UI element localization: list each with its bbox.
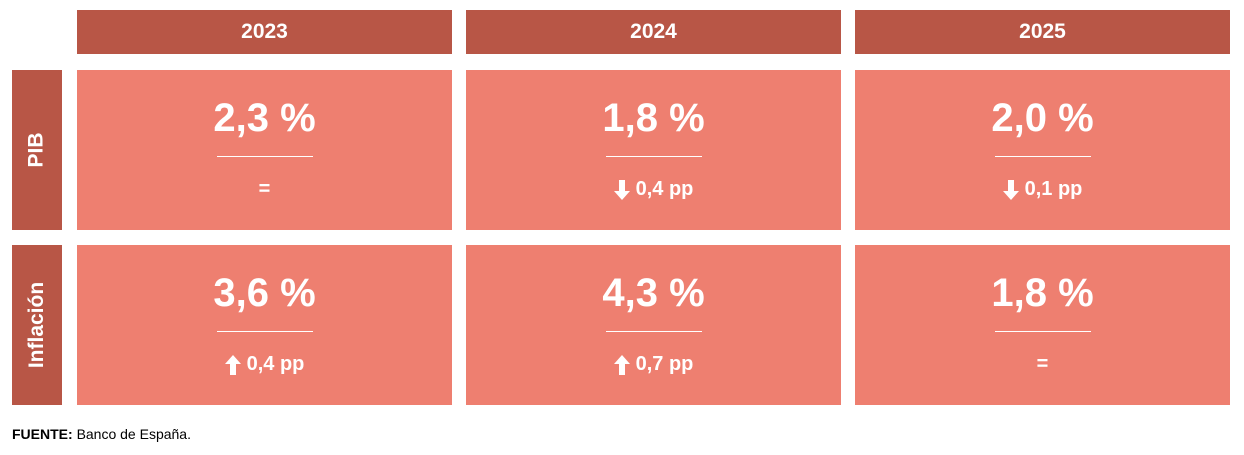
change-text: 0,7 pp xyxy=(635,353,694,375)
cell-change: 0,7 pp xyxy=(466,353,841,376)
divider xyxy=(605,331,702,332)
column-header: 2024 xyxy=(466,10,841,54)
column-header: 2025 xyxy=(855,10,1230,54)
cell-change: 0,4 pp xyxy=(466,178,841,201)
cell-value: 1,8 % xyxy=(991,271,1094,315)
cell-change: = xyxy=(855,353,1230,376)
divider xyxy=(994,156,1091,157)
row-label: Inflación xyxy=(12,245,62,405)
row-label-text: PIB xyxy=(24,132,48,168)
cell-value: 2,3 % xyxy=(213,96,316,140)
cell: 2,3 % = xyxy=(77,70,452,230)
divider xyxy=(994,331,1091,332)
divider xyxy=(605,156,702,157)
column-header: 2023 xyxy=(77,10,452,54)
cell: 4,3 % 0,7 pp xyxy=(466,245,841,405)
arrow-up xyxy=(224,354,241,375)
source-label: FUENTE: xyxy=(12,426,73,442)
cell: 1,8 % 0,4 pp xyxy=(466,70,841,230)
change-text: 0,1 pp xyxy=(1024,178,1083,200)
cell-change: 0,4 pp xyxy=(77,353,452,376)
cell-value: 1,8 % xyxy=(602,96,705,140)
arrow-up xyxy=(613,354,630,375)
cell: 1,8 % = xyxy=(855,245,1230,405)
cell-change: = xyxy=(77,178,452,201)
change-text: 0,4 pp xyxy=(246,353,305,375)
footer: FUENTE: Banco de España. xyxy=(12,426,191,442)
divider xyxy=(216,156,313,157)
cell: 2,0 % 0,1 pp xyxy=(855,70,1230,230)
cell-change: 0,1 pp xyxy=(855,178,1230,201)
row-label-text: Inflación xyxy=(25,281,48,369)
change-text: = xyxy=(1036,353,1049,375)
cell: 3,6 % 0,4 pp xyxy=(77,245,452,405)
row-label: PIB xyxy=(12,70,62,230)
arrow-down xyxy=(613,179,630,200)
change-text: = xyxy=(258,178,271,200)
cell-value: 4,3 % xyxy=(602,271,705,315)
source: Banco de España. xyxy=(76,426,191,442)
cell-value: 2,0 % xyxy=(991,96,1094,140)
arrow-down xyxy=(1002,179,1019,200)
cell-value: 3,6 % xyxy=(213,271,316,315)
change-text: 0,4 pp xyxy=(635,178,694,200)
divider xyxy=(216,331,313,332)
